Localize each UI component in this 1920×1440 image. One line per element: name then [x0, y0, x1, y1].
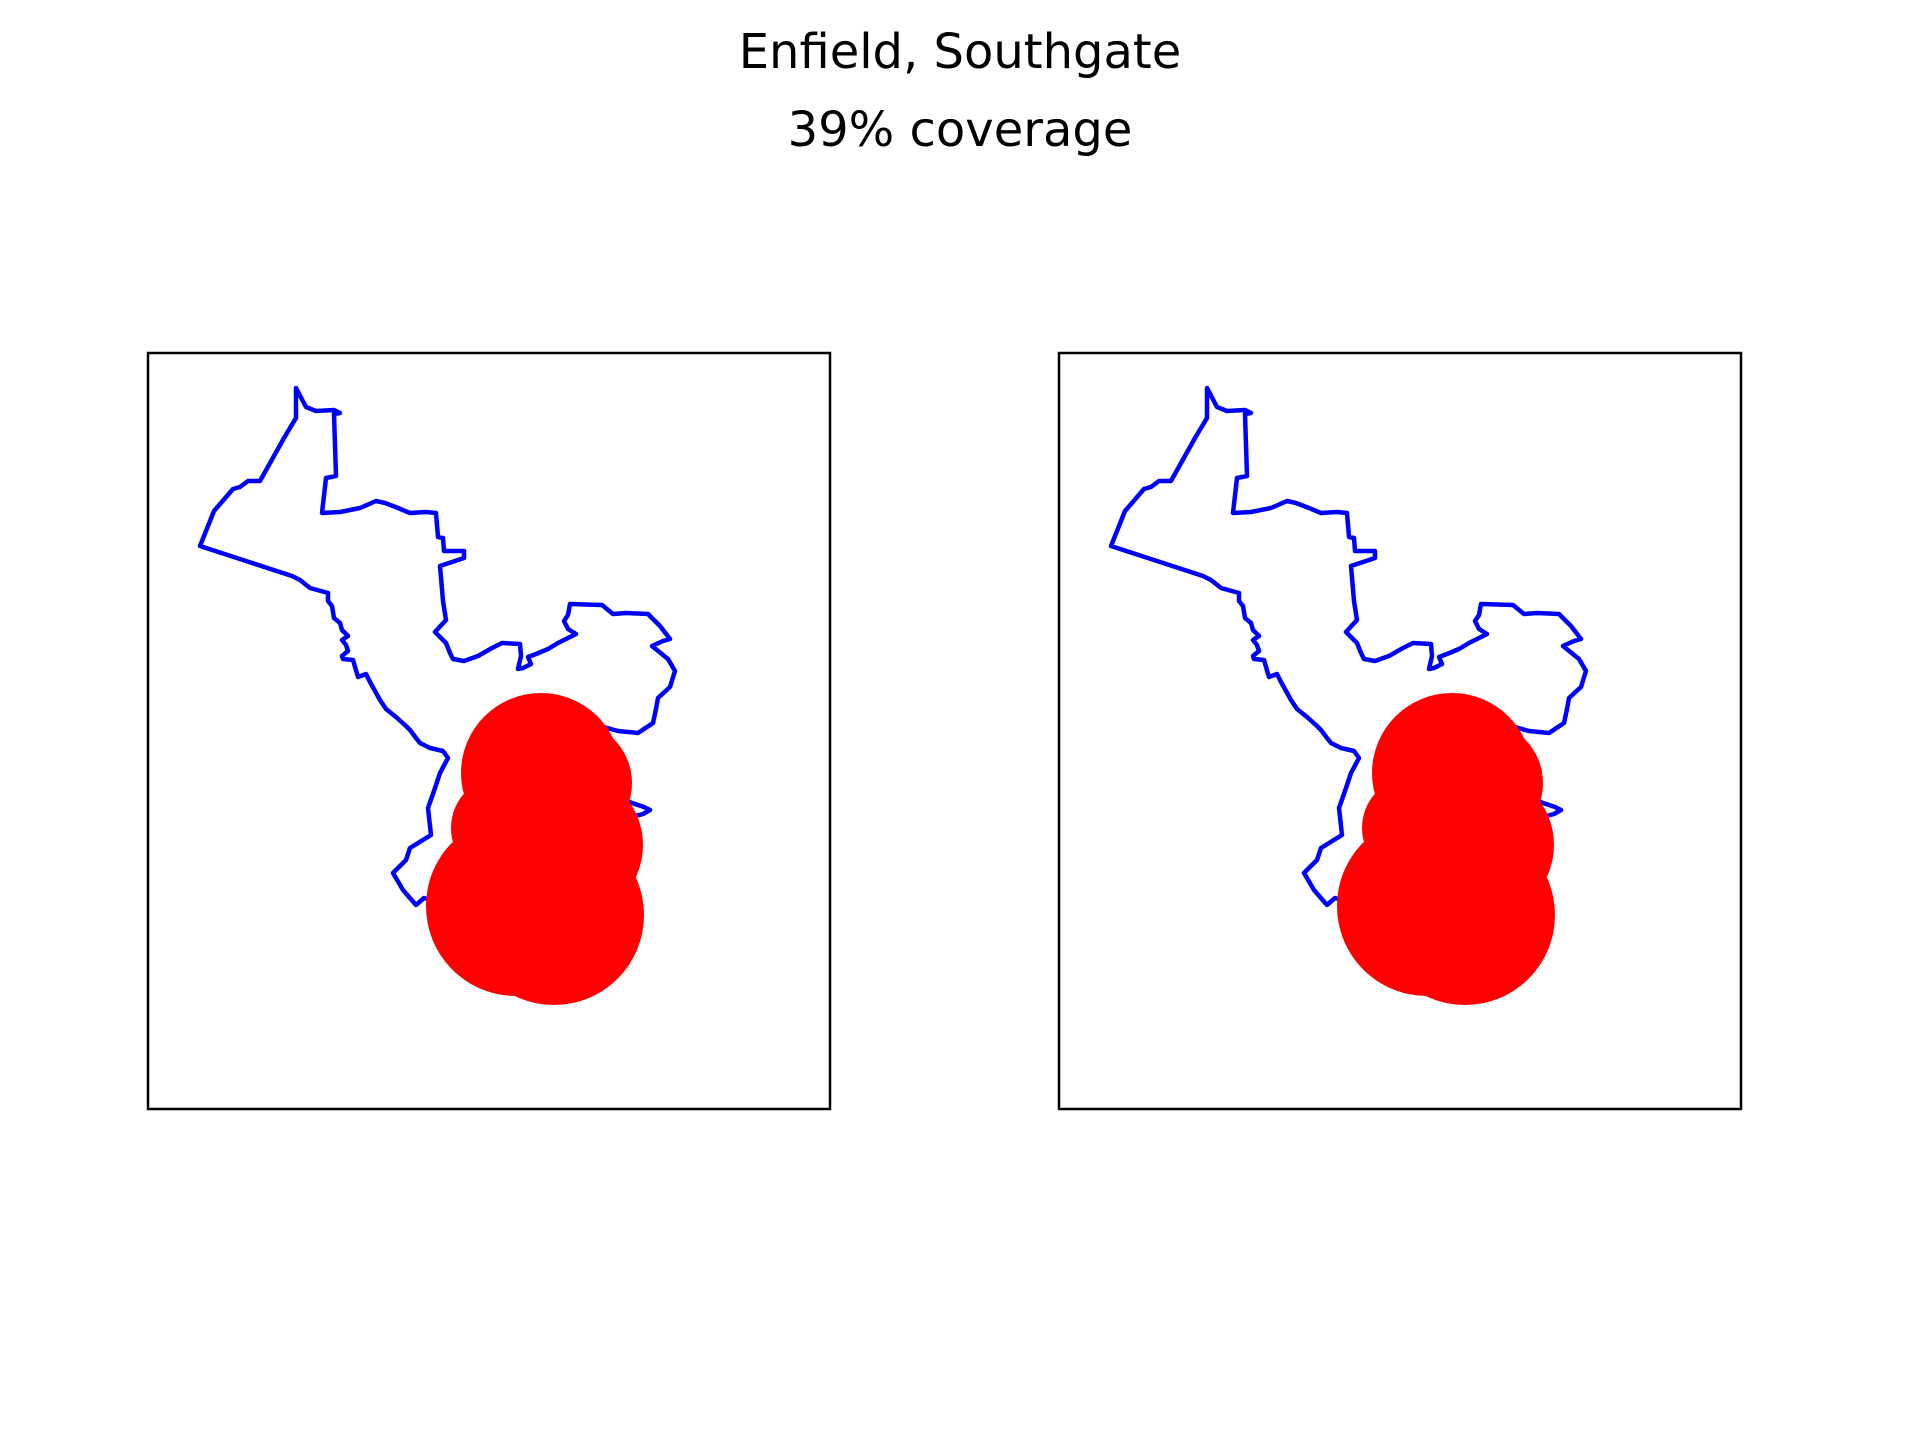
- left-map-layer: [146, 351, 832, 1111]
- right-coverage-area: [1337, 693, 1555, 1005]
- left-map-panel: [146, 351, 832, 1111]
- coverage-subtitle: 39% coverage: [787, 102, 1133, 158]
- right-map-layer: [1057, 351, 1743, 1111]
- coverage-circle: [451, 776, 555, 880]
- right-map-panel: [1057, 351, 1743, 1111]
- figure-title: Enfield, Southgate: [738, 24, 1182, 80]
- left-coverage-area: [426, 693, 644, 1005]
- coverage-circle: [1362, 776, 1466, 880]
